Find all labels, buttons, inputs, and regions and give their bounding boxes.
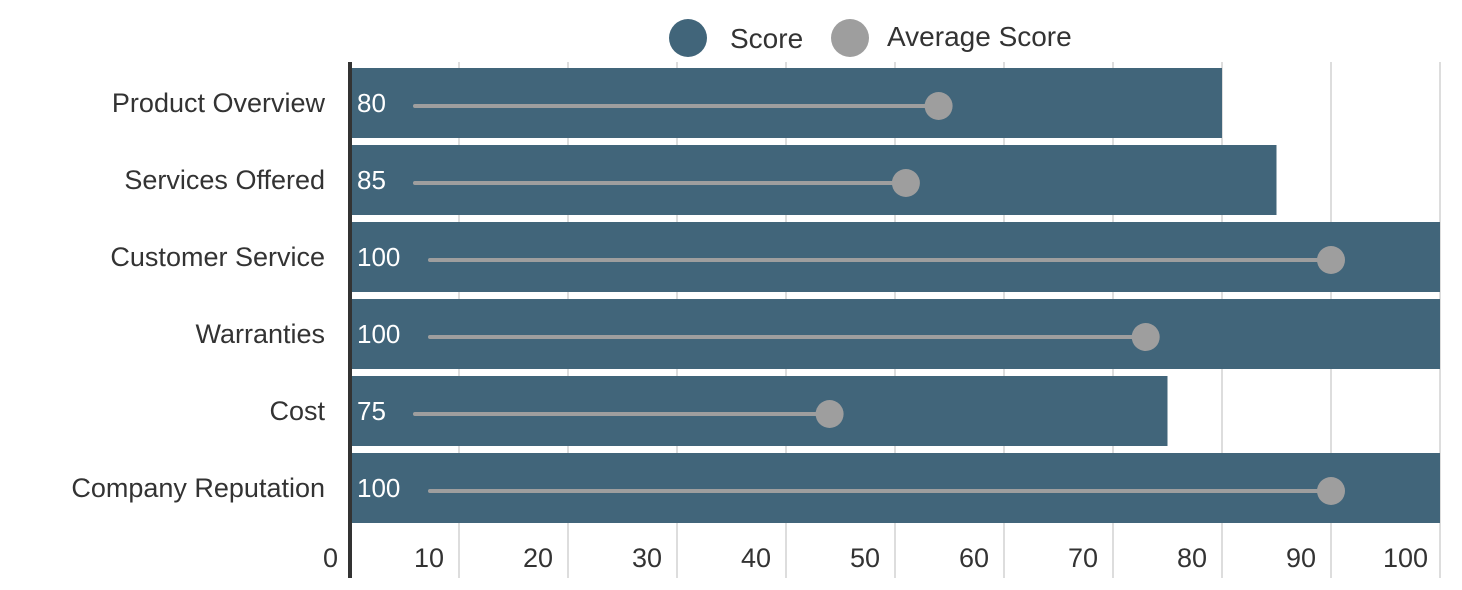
tick-label-0: 0 [323, 543, 338, 573]
score-bar [350, 145, 1277, 215]
legend-marker-average [831, 19, 869, 57]
legend-label-average: Average Score [887, 21, 1072, 52]
tick-label-70: 70 [1068, 543, 1098, 573]
score-bar [350, 299, 1440, 369]
bar-value-label: 100 [357, 319, 400, 349]
legend: Score Average Score [669, 19, 1072, 57]
category-label: Warranties [195, 319, 325, 349]
score-bar [350, 222, 1440, 292]
average-score-point [891, 169, 920, 197]
tick-label-60: 60 [959, 543, 989, 573]
average-score-point [1317, 246, 1345, 274]
category-label: Customer Service [110, 242, 325, 272]
x-axis-tick-labels: 0 10 20 30 40 50 60 70 80 90 100 [323, 543, 1428, 573]
legend-label-score: Score [730, 23, 803, 54]
tick-label-50: 50 [850, 543, 880, 573]
category-label: Product Overview [112, 88, 326, 118]
legend-marker-score [669, 19, 707, 57]
tick-label-20: 20 [523, 543, 553, 573]
category-labels: Product Overview Services Offered Customer… [71, 88, 325, 503]
tick-label-40: 40 [741, 543, 771, 573]
average-score-point [1317, 477, 1345, 505]
average-score-point [815, 400, 844, 428]
category-label: Cost [269, 396, 325, 426]
average-score-point [1131, 323, 1160, 351]
bar-value-label: 85 [357, 165, 386, 195]
bar-value-label: 75 [357, 396, 386, 426]
tick-label-90: 90 [1286, 543, 1316, 573]
tick-label-100: 100 [1383, 543, 1428, 573]
bar-value-label: 100 [357, 473, 400, 503]
score-bars: 80 85 100 100 75 100 [350, 68, 1440, 523]
bar-value-label: 80 [357, 88, 386, 118]
score-bar [350, 453, 1440, 523]
average-score-point [924, 92, 953, 120]
average-score-markers [413, 92, 1345, 505]
tick-label-10: 10 [414, 543, 444, 573]
tick-label-30: 30 [632, 543, 662, 573]
score-bar [350, 376, 1168, 446]
tick-label-80: 80 [1177, 543, 1207, 573]
score-bar [350, 68, 1222, 138]
category-label: Services Offered [124, 165, 325, 195]
bar-value-label: 100 [357, 242, 400, 272]
category-label: Company Reputation [71, 473, 325, 503]
